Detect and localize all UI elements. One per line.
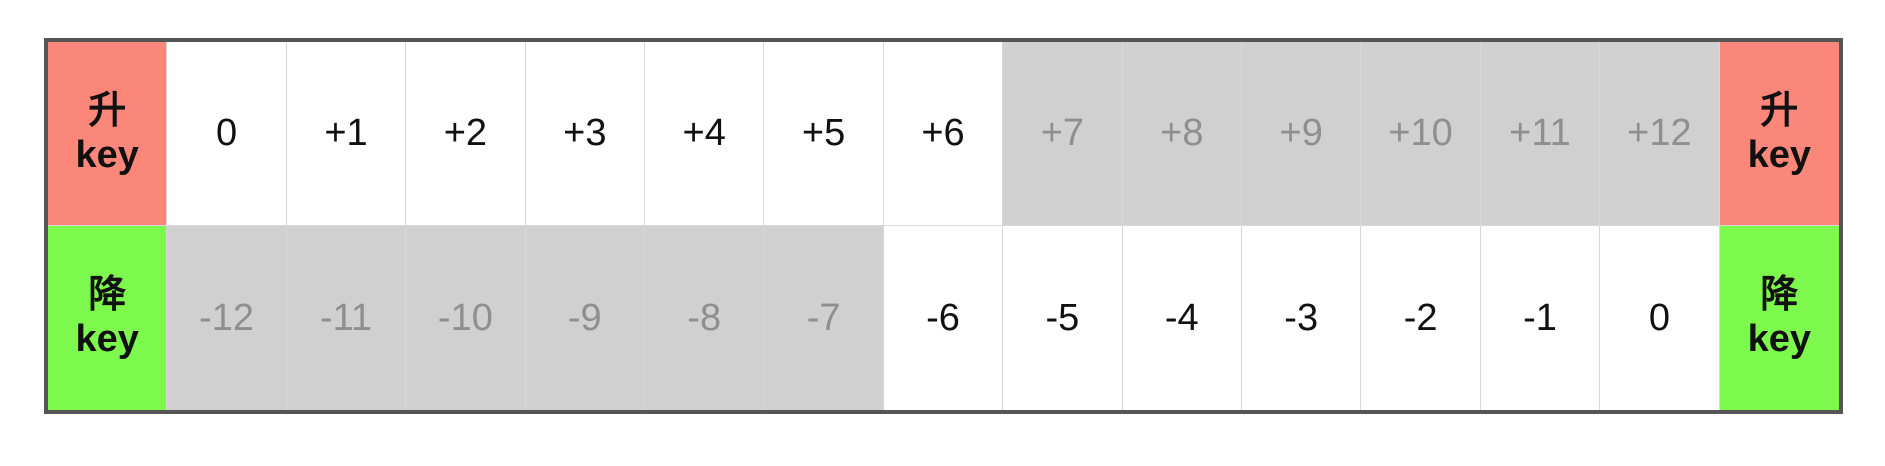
- key-shift-grid: 升 key 0 +1 +2 +3 +4 +5 +6 +7 +8 +9 +10 +11 +12 升 key 降 key…: [48, 42, 1839, 410]
- row-header-up-right: 升 key: [1719, 42, 1839, 226]
- shift-value-cell: -6: [883, 226, 1004, 410]
- row-header-up-left: 升 key: [48, 42, 168, 226]
- row-header-chinese-label: 降: [1760, 274, 1799, 317]
- row-header-down-right: 降 key: [1719, 226, 1839, 410]
- shift-value-cell: +11: [1480, 42, 1601, 226]
- shift-value-cell: +10: [1361, 42, 1481, 226]
- shift-value-cell: +7: [1003, 42, 1123, 226]
- shift-value-cell: -9: [525, 226, 645, 410]
- shift-value-cell: -12: [167, 226, 287, 410]
- key-shift-table: 升 key 0 +1 +2 +3 +4 +5 +6 +7 +8 +9 +10 +11 +12 升 key 降 key…: [44, 38, 1843, 414]
- row-header-chinese-label: 升: [1760, 89, 1799, 132]
- shift-value-cell: -10: [406, 226, 526, 410]
- shift-value-cell: +8: [1122, 42, 1242, 226]
- row-header-key-label: key: [1747, 318, 1811, 360]
- shift-value-cell: +3: [525, 42, 645, 226]
- shift-value-cell: -11: [286, 226, 407, 410]
- shift-value-cell: -1: [1480, 226, 1601, 410]
- shift-value-cell: -8: [645, 226, 765, 410]
- row-header-down-left: 降 key: [48, 226, 168, 410]
- shift-value-cell: +2: [406, 42, 526, 226]
- shift-value-cell: -5: [1003, 226, 1123, 410]
- shift-value-cell: 0: [1600, 226, 1720, 410]
- shift-value-cell: -3: [1242, 226, 1362, 410]
- shift-value-cell: 0: [167, 42, 287, 226]
- row-header-key-label: key: [75, 133, 139, 176]
- shift-value-cell: +1: [286, 42, 407, 226]
- shift-value-cell: +4: [645, 42, 765, 226]
- shift-value-cell: +9: [1242, 42, 1362, 226]
- row-header-key-label: key: [75, 318, 139, 360]
- shift-value-cell: +5: [764, 42, 884, 226]
- shift-value-cell: +12: [1600, 42, 1720, 226]
- shift-value-cell: -7: [764, 226, 884, 410]
- row-header-chinese-label: 降: [88, 274, 127, 317]
- shift-value-cell: -4: [1122, 226, 1242, 410]
- row-header-key-label: key: [1747, 133, 1811, 176]
- shift-value-cell: +6: [883, 42, 1004, 226]
- row-header-chinese-label: 升: [88, 89, 127, 132]
- shift-value-cell: -2: [1361, 226, 1481, 410]
